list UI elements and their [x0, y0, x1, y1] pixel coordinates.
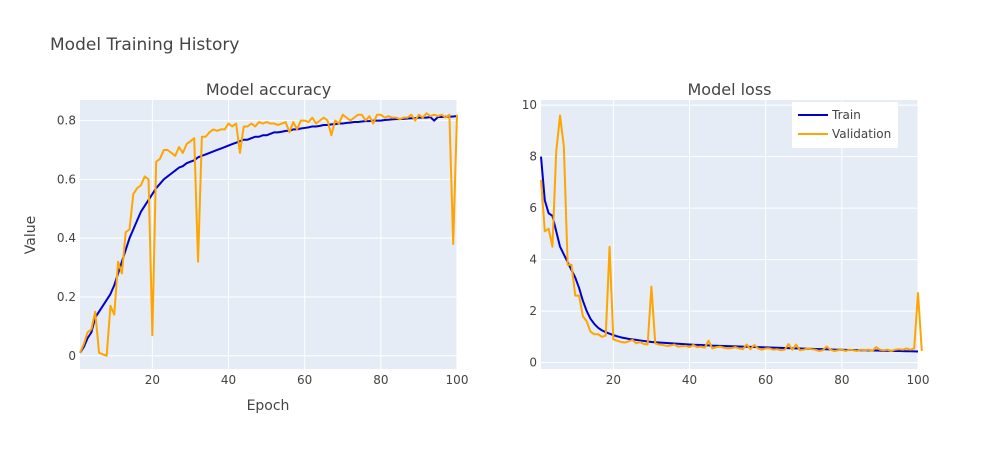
y-tick-label: 0	[68, 349, 76, 363]
x-tick-label: 20	[606, 373, 621, 387]
y-tick-label: 0.6	[57, 172, 76, 186]
x-tick-label: 100	[907, 373, 930, 387]
x-tick-label: 100	[446, 373, 469, 387]
legend-train-label[interactable]: Train	[831, 108, 861, 122]
y-tick-label: 0.4	[57, 231, 76, 245]
series-line-train[interactable]	[79, 115, 458, 354]
y-tick-label: 2	[529, 304, 537, 318]
plot-area	[80, 100, 457, 369]
x-tick-label: 80	[834, 373, 849, 387]
y-tick-label: 6	[529, 201, 537, 215]
x-tick-label: 40	[682, 373, 697, 387]
subplot-title: Model accuracy	[206, 80, 331, 99]
legend[interactable]: Train Validation	[792, 102, 898, 148]
y-tick-label: 0.2	[57, 290, 76, 304]
x-tick-label: 60	[758, 373, 773, 387]
series-line-validation[interactable]	[79, 112, 458, 357]
y-tick-label: 8	[529, 150, 537, 164]
x-tick-label: 20	[145, 373, 160, 387]
y-tick-label: 0	[529, 356, 537, 370]
x-tick-label: 40	[221, 373, 236, 387]
x-tick-label: 60	[297, 373, 312, 387]
legend-validation-label[interactable]: Validation	[832, 127, 891, 141]
series-line-validation[interactable]	[540, 114, 923, 352]
figure-title: Model Training History	[50, 35, 239, 55]
subplot-title: Model loss	[687, 80, 771, 99]
y-tick-label: 4	[529, 253, 537, 267]
y-axis-label: Value	[23, 216, 39, 254]
x-tick-label: 80	[373, 373, 388, 387]
x-axis-label: Epoch	[247, 398, 290, 414]
y-tick-label: 10	[522, 98, 537, 112]
legend-background	[792, 102, 898, 148]
loss-panel: Model loss 0 2 4 6 8 10 20 40 60 80 100	[522, 80, 930, 387]
accuracy-panel: Model accuracy 0 0.2 0.4 0.6 0.8 20 40 60 80 100	[57, 80, 469, 387]
y-tick-label: 0.8	[57, 114, 76, 128]
